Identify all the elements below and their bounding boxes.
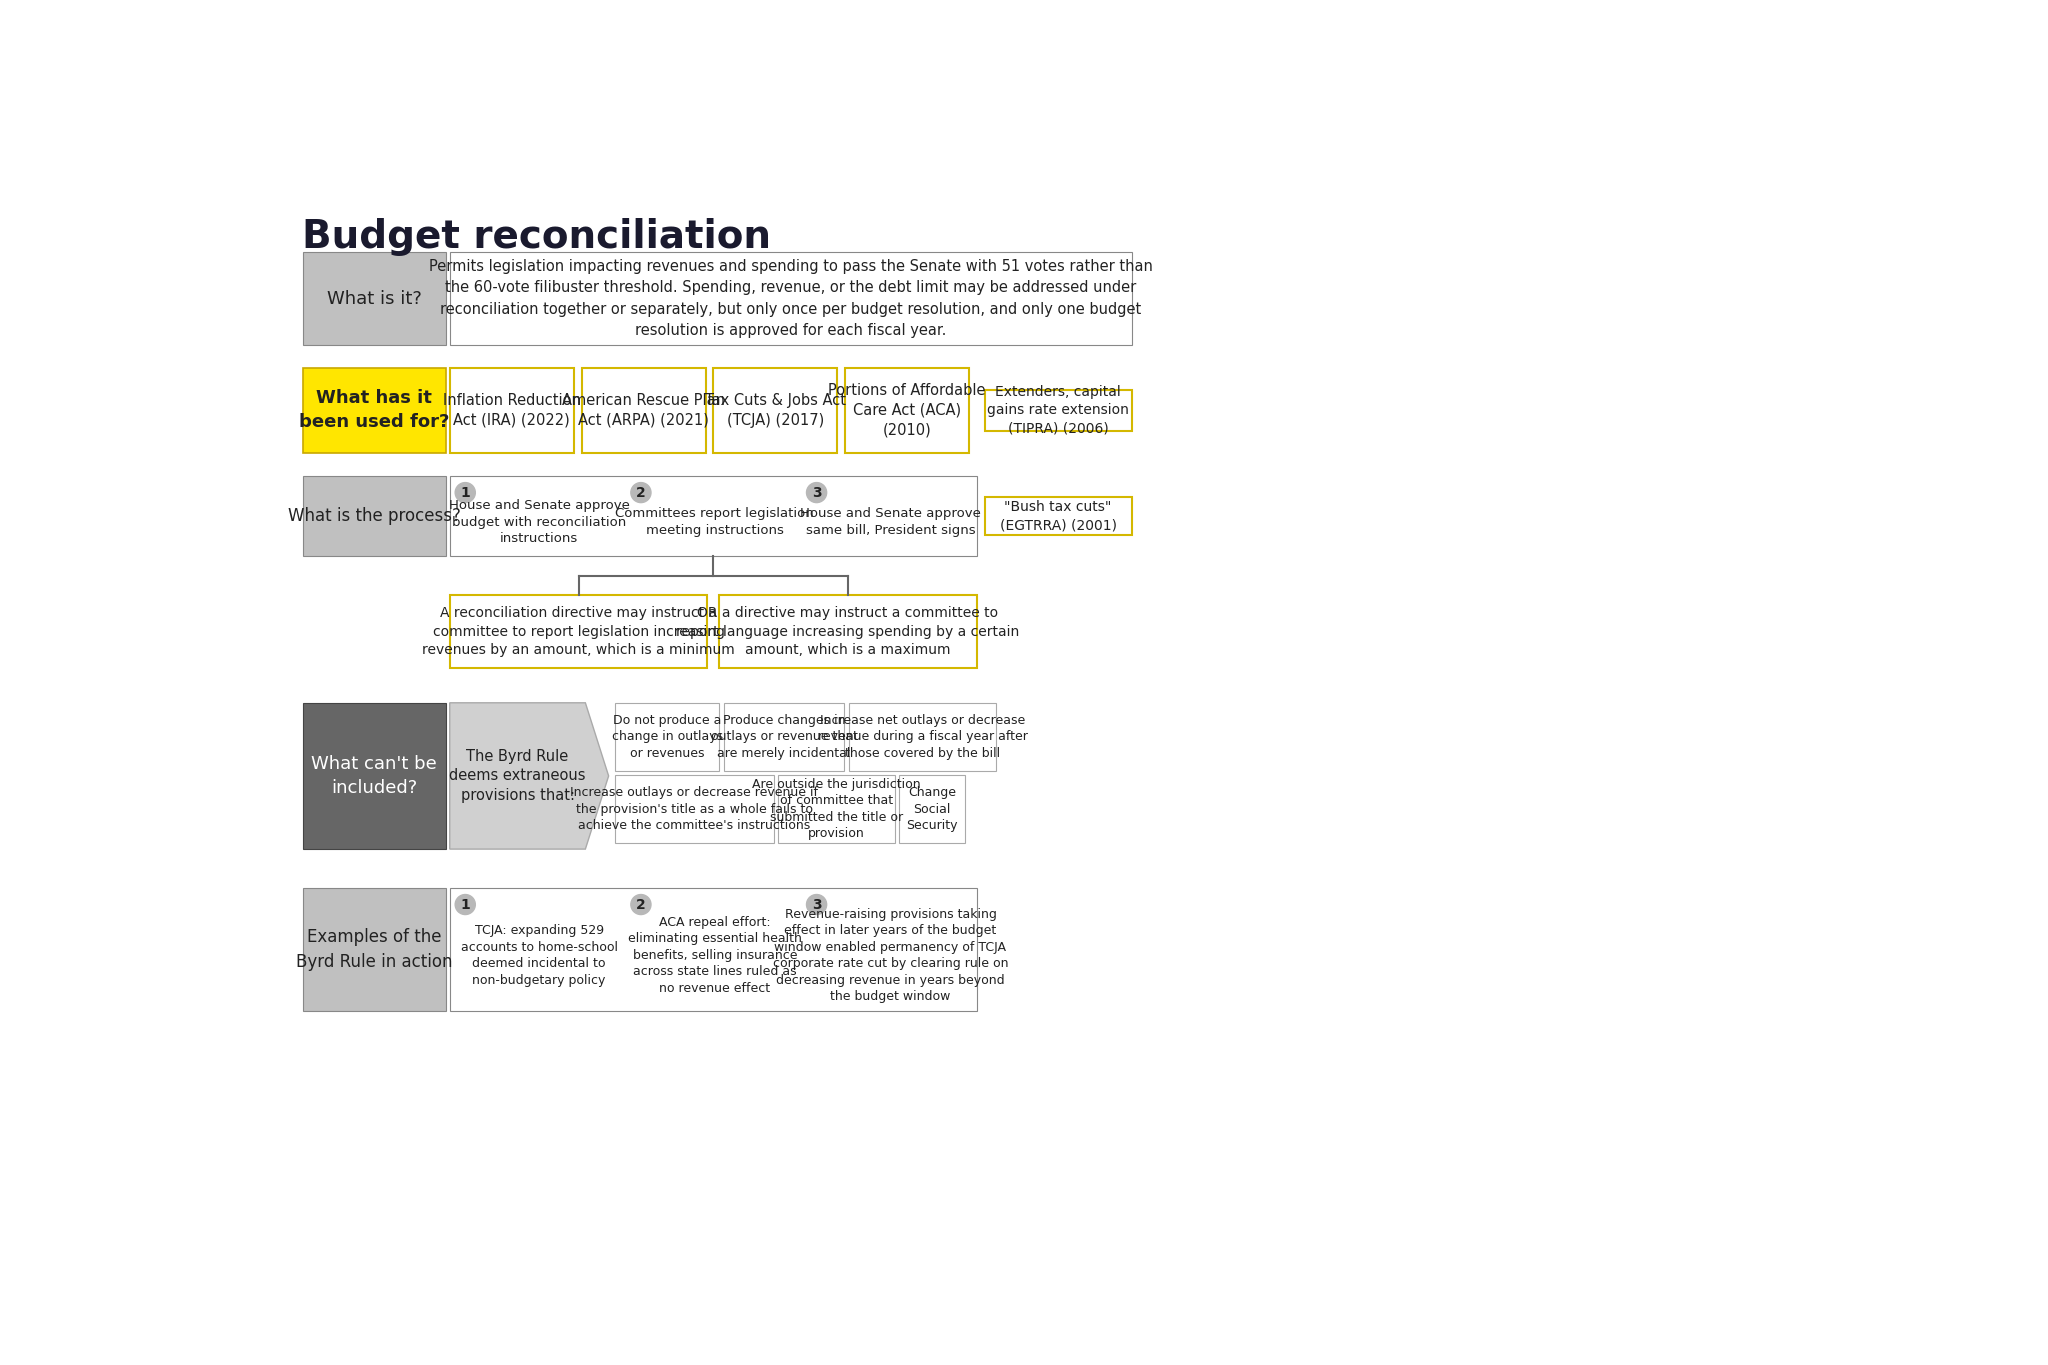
Bar [451, 253, 1133, 345]
Text: Permits legislation impacting revenues and spending to pass the Senate with 51 v: Permits legislation impacting revenues a… [428, 258, 1153, 339]
Text: OR a directive may instruct a committee to
report language increasing spending b: OR a directive may instruct a committee … [676, 606, 1020, 657]
Bar [713, 367, 838, 453]
Bar [719, 595, 977, 667]
Text: What is it?: What is it? [328, 289, 422, 307]
Text: 1: 1 [461, 486, 471, 500]
Bar [846, 367, 969, 453]
Text: Do not produce a
change in outlays
or revenues: Do not produce a change in outlays or re… [612, 714, 723, 760]
Text: House and Senate approve
budget with reconciliation
instructions: House and Senate approve budget with rec… [449, 500, 629, 545]
Text: 1: 1 [461, 898, 471, 912]
Bar [303, 253, 446, 345]
Text: Increase net outlays or decrease
revenue during a fiscal year after
those covere: Increase net outlays or decrease revenue… [817, 714, 1028, 760]
Bar [303, 887, 446, 1011]
Bar [614, 775, 774, 844]
Bar [985, 390, 1133, 430]
Text: ACA repeal effort:
eliminating essential health
benefits, selling insurance
acro: ACA repeal effort: eliminating essential… [629, 916, 801, 995]
Text: 2: 2 [637, 898, 645, 912]
Bar [451, 595, 707, 667]
Bar [899, 775, 965, 844]
Text: Are outside the jurisdiction
of committee that
submitted the title or
provision: Are outside the jurisdiction of committe… [752, 778, 922, 841]
Bar [582, 367, 705, 453]
Text: Change
Social
Security: Change Social Security [907, 786, 958, 833]
Text: What has it
been used for?: What has it been used for? [299, 389, 449, 431]
Bar [725, 703, 844, 771]
Circle shape [807, 894, 827, 915]
Bar [303, 703, 446, 849]
Text: Committees report legislation
meeting instructions: Committees report legislation meeting in… [616, 508, 815, 536]
Text: 3: 3 [811, 898, 821, 912]
Text: Portions of Affordable
Care Act (ACA)
(2010): Portions of Affordable Care Act (ACA) (2… [827, 384, 985, 438]
Bar [778, 775, 895, 844]
Bar [614, 703, 719, 771]
Text: A reconciliation directive may instruct a
committee to report legislation increa: A reconciliation directive may instruct … [422, 606, 735, 657]
Polygon shape [451, 703, 608, 849]
Text: House and Senate approve
same bill, President signs: House and Senate approve same bill, Pres… [801, 508, 981, 536]
Circle shape [455, 483, 475, 502]
Text: "Bush tax cuts"
(EGTRRA) (2001): "Bush tax cuts" (EGTRRA) (2001) [999, 500, 1116, 532]
Bar [303, 367, 446, 453]
Text: The Byrd Rule
deems extraneous
provisions that:: The Byrd Rule deems extraneous provision… [449, 748, 586, 803]
Text: Extenders, capital
gains rate extension
(TIPRA) (2006): Extenders, capital gains rate extension … [987, 385, 1128, 435]
Text: 2: 2 [637, 486, 645, 500]
Bar [451, 887, 977, 1011]
Circle shape [807, 483, 827, 502]
Text: Tax Cuts & Jobs Act
(TCJA) (2017): Tax Cuts & Jobs Act (TCJA) (2017) [705, 393, 846, 427]
Circle shape [631, 894, 651, 915]
Bar [985, 497, 1133, 535]
Bar [303, 475, 446, 557]
Circle shape [631, 483, 651, 502]
Text: Inflation Reduction
Act (IRA) (2022): Inflation Reduction Act (IRA) (2022) [442, 393, 582, 427]
Text: What can't be
included?: What can't be included? [311, 755, 436, 797]
Text: What is the process?: What is the process? [289, 506, 461, 526]
Circle shape [455, 894, 475, 915]
Text: Examples of the
Byrd Rule in action: Examples of the Byrd Rule in action [297, 928, 453, 971]
Text: Revenue-raising provisions taking
effect in later years of the budget
window ena: Revenue-raising provisions taking effect… [772, 908, 1008, 1003]
Text: 3: 3 [811, 486, 821, 500]
Bar [451, 367, 573, 453]
Bar [848, 703, 995, 771]
Text: American Rescue Plan
Act (ARPA) (2021): American Rescue Plan Act (ARPA) (2021) [561, 393, 725, 427]
Text: Increase outlays or decrease revenue if
the provision's title as a whole fails t: Increase outlays or decrease revenue if … [569, 786, 819, 833]
Text: Budget reconciliation: Budget reconciliation [303, 217, 772, 255]
Text: Produce changes in
outlays or revenue that
are merely incidental: Produce changes in outlays or revenue th… [711, 714, 858, 760]
Bar [451, 475, 977, 557]
Text: TCJA: expanding 529
accounts to home-school
deemed incidental to
non-budgetary p: TCJA: expanding 529 accounts to home-sch… [461, 924, 618, 987]
